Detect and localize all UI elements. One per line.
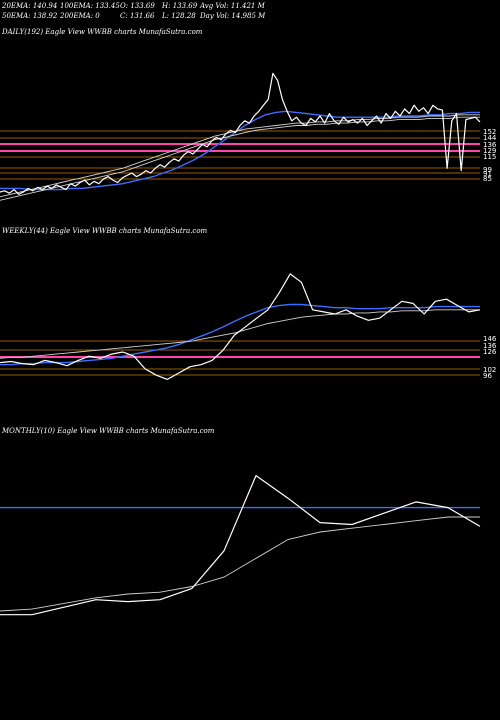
price-line — [0, 72, 481, 195]
monthly-chart — [0, 474, 481, 616]
level-label: 85 — [483, 175, 492, 183]
level-label: 96 — [483, 372, 492, 380]
level-label: 146 — [483, 335, 497, 343]
ema50-readout: 50EMA: 138.92 — [2, 12, 58, 20]
day-vol-readout: Day Vol: 14.985 M — [200, 12, 266, 20]
ema-line — [0, 516, 480, 612]
weekly-panel-title: WEEKLY(44) Eagle View WWBB charts Munafa… — [2, 227, 208, 235]
ema-line — [0, 303, 480, 366]
ema-line — [0, 116, 480, 201]
high-readout: H: 133.69 — [162, 2, 198, 10]
level-label: 152 — [483, 128, 496, 136]
level-label: 115 — [483, 153, 496, 161]
daily-panel-title: DAILY(192) Eagle View WWBB charts Munafa… — [2, 28, 203, 36]
level-label: 129 — [483, 147, 496, 155]
level-label: 102 — [483, 366, 496, 374]
close-readout: C: 131.66 — [120, 12, 155, 20]
ema100-readout: 100EMA: 133.45 — [60, 2, 120, 10]
level-label: 126 — [483, 348, 497, 356]
avg-vol-readout: Avg Vol: 11.421 M — [200, 2, 265, 10]
price-line — [0, 273, 481, 380]
low-readout: L: 128.28 — [162, 12, 196, 20]
level-label: 99 — [483, 166, 492, 174]
ema-line — [0, 309, 480, 359]
ema-line — [0, 114, 480, 198]
monthly-panel-title: MONTHLY(10) Eagle View WWBB charts Munaf… — [2, 427, 215, 435]
level-label: 91 — [483, 170, 492, 178]
level-label: 136 — [483, 342, 497, 350]
open-readout: O: 133.69 — [120, 2, 155, 10]
level-label: 144 — [483, 134, 497, 142]
level-label: 136 — [483, 141, 497, 149]
price-line — [0, 474, 481, 616]
ema20-readout: 20EMA: 140.94 — [2, 2, 58, 10]
ema200-readout: 200EMA: 0 — [60, 12, 100, 20]
